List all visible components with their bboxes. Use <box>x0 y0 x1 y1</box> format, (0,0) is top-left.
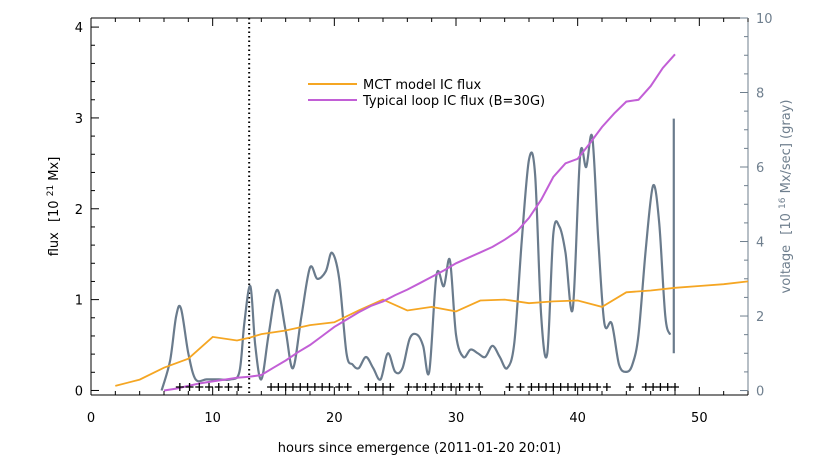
x-tick-label: 20 <box>326 411 343 426</box>
event-marker <box>288 383 297 391</box>
y-right-tick-label: 2 <box>756 310 764 325</box>
event-marker <box>371 383 380 391</box>
y-axis-left-title: flux [10 21 Mx] <box>42 157 62 257</box>
event-marker <box>475 383 484 391</box>
event-marker <box>303 383 312 391</box>
y-axis-right-title-suffix: Mx/sec] (gray) <box>779 100 794 194</box>
event-marker <box>625 383 634 391</box>
event-marker <box>455 383 464 391</box>
event-marker <box>404 383 413 391</box>
y-axis-left-title-suffix: Mx] <box>47 157 62 181</box>
x-tick-label: 30 <box>448 411 465 426</box>
event-marker <box>267 383 276 391</box>
x-tick-label: 0 <box>87 411 95 426</box>
event-marker <box>563 383 572 391</box>
x-tick-label: 40 <box>569 411 586 426</box>
event-marker <box>578 383 587 391</box>
event-marker <box>205 383 214 391</box>
y-left-tick-label: 2 <box>75 203 83 218</box>
event-marker <box>281 383 290 391</box>
voltage-series-line <box>160 133 672 391</box>
event-marker <box>195 383 204 391</box>
event-marker <box>379 383 387 391</box>
event-marker <box>438 383 447 391</box>
y-right-tick-label: 0 <box>756 385 764 400</box>
typical-loop-series-line <box>163 53 676 392</box>
event-marker <box>274 383 283 391</box>
event-marker <box>175 383 184 391</box>
event-marker <box>641 383 650 391</box>
event-marker <box>296 383 305 391</box>
y-axis-right-title: voltage [10 16 Mx/sec] (gray) <box>774 100 794 294</box>
x-tick-label: 10 <box>204 411 221 426</box>
y-left-tick-label: 0 <box>75 384 83 399</box>
y-axis-right-title-main: voltage <box>779 245 794 294</box>
y-axis-right-title-exp: 16 <box>778 197 788 209</box>
mct-series-line <box>115 280 749 387</box>
y-left-tick-label: 3 <box>75 112 83 127</box>
series-group <box>115 53 749 392</box>
event-marker <box>465 383 474 391</box>
x-tick-label: 50 <box>691 411 708 426</box>
event-marker <box>335 383 344 391</box>
plot-frame-group <box>90 17 749 396</box>
event-marker <box>556 383 565 391</box>
legend-label-mct: MCT model IC flux <box>363 78 481 93</box>
legend: MCT model IC flux Typical loop IC flux (… <box>308 78 545 109</box>
y-axis-right-title-prefix: [10 <box>779 213 794 235</box>
event-marker <box>234 383 243 391</box>
event-marker <box>224 383 233 391</box>
y-left-tick-label: 1 <box>75 294 83 309</box>
event-marker-group <box>175 383 679 391</box>
event-marker <box>310 383 319 391</box>
event-marker <box>386 383 395 391</box>
event-marker <box>671 383 679 391</box>
event-marker <box>185 383 194 391</box>
event-marker <box>447 383 456 391</box>
event-marker <box>527 383 536 391</box>
legend-label-typical: Typical loop IC flux (B=30G) <box>362 94 545 109</box>
event-marker <box>585 383 594 391</box>
event-marker <box>343 383 352 391</box>
event-marker <box>534 383 543 391</box>
event-marker <box>505 383 514 391</box>
event-marker <box>649 383 658 391</box>
event-marker <box>663 383 672 391</box>
y-right-tick-label: 10 <box>756 12 773 27</box>
event-marker <box>325 383 334 391</box>
y-axis-left-title-main: flux <box>47 232 62 256</box>
y-axis-left-title-exp: 21 <box>46 185 56 196</box>
y-right-tick-label: 8 <box>756 87 764 102</box>
event-marker <box>542 383 551 391</box>
event-marker <box>318 383 327 391</box>
x-axis-title: hours since emergence (2011-01-20 20:01) <box>278 441 561 456</box>
event-marker <box>656 383 665 391</box>
event-marker <box>593 383 602 391</box>
event-marker <box>602 383 611 391</box>
event-marker <box>214 383 223 391</box>
y-right-tick-label: 4 <box>756 236 764 251</box>
event-marker <box>549 383 558 391</box>
event-marker <box>516 383 525 391</box>
event-marker <box>364 383 373 391</box>
event-marker <box>421 383 430 391</box>
y-left-tick-label: 4 <box>75 21 83 36</box>
y-axis-left-title-prefix: [10 <box>47 200 62 222</box>
event-marker <box>413 383 422 391</box>
event-marker <box>430 383 439 391</box>
y-right-tick-label: 6 <box>756 161 764 176</box>
